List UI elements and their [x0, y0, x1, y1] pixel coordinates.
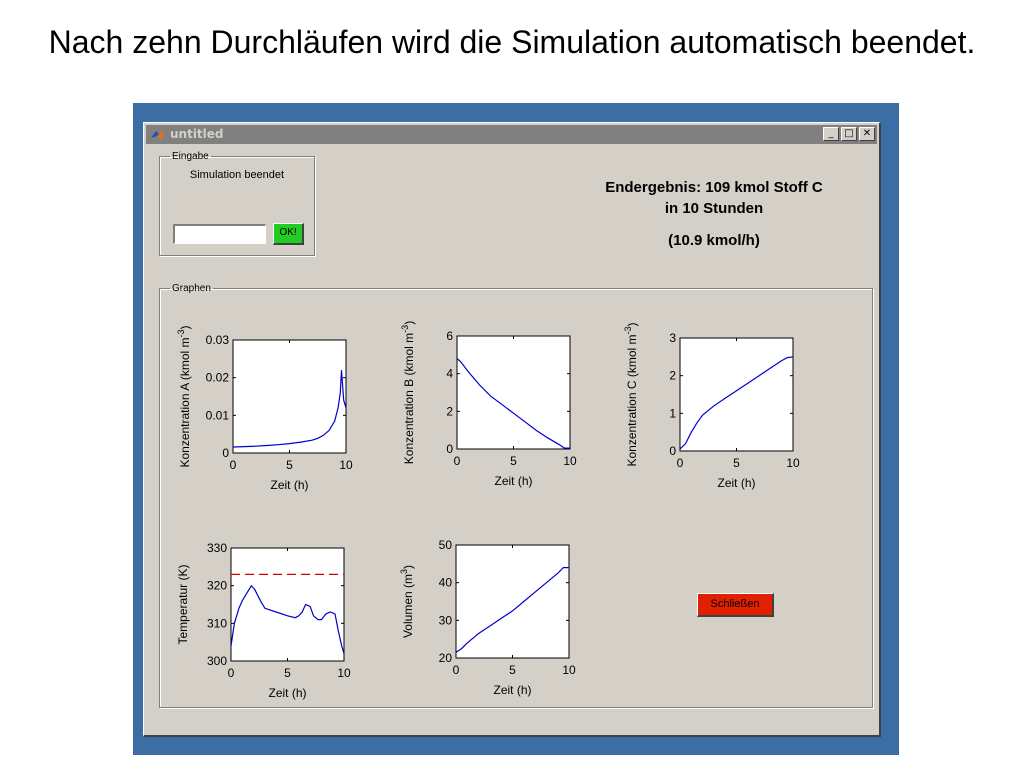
- eingabe-content: Simulation beendet OK!: [159, 157, 315, 262]
- plot-1-ytick-label: 0.01: [206, 408, 230, 422]
- result-line-1: Endergebnis: 109 kmol Stoff C: [605, 179, 823, 196]
- plot-1-ytick-label: 0: [222, 446, 229, 460]
- close-icon[interactable]: ✕: [859, 127, 875, 141]
- ok-button[interactable]: OK!: [273, 223, 304, 245]
- plot-5-xtick-label: 5: [509, 663, 516, 677]
- plot-3-ylabel: Konzentration C (kmol m-3): [623, 322, 639, 466]
- minimize-icon[interactable]: _: [823, 127, 839, 141]
- plot-1-ytick-label: 0.02: [206, 371, 230, 385]
- plot-3-xlabel: Zeit (h): [717, 476, 755, 490]
- plot-3-ytick-label: 3: [669, 331, 676, 345]
- graphen-panel: Graphen: [159, 283, 873, 708]
- plot-1-xtick-label: 10: [339, 458, 353, 472]
- plot-5-ytick-label: 50: [439, 538, 453, 552]
- plot-1-ylabel: Konzentration A (kmol m-3): [176, 325, 192, 467]
- plot-4-ylabel: Temperatur (K): [176, 564, 190, 644]
- plot-5-series-1-line: [455, 567, 569, 653]
- plot-3-xtick-label: 0: [677, 456, 684, 470]
- plot-5-ytick-label: 20: [439, 651, 453, 665]
- plot-1-xtick-label: 0: [230, 458, 237, 472]
- plot-5-ytick-label: 40: [439, 576, 453, 590]
- status-text: Simulation beendet: [189, 169, 285, 181]
- window-title: untitled: [170, 127, 224, 141]
- result-line-2: in 10 Stunden: [664, 200, 764, 217]
- plot-2-ylabel: Konzentration B (kmol m-3): [400, 321, 416, 464]
- plot-2-xlabel: Zeit (h): [494, 474, 532, 488]
- maximize-icon[interactable]: □: [841, 127, 857, 141]
- plot-2-axes: [456, 335, 571, 450]
- plot-4-xtick-label: 5: [284, 666, 291, 680]
- plot-4-xtick-label: 10: [337, 666, 351, 680]
- eingabe-legend: Eingabe: [172, 151, 209, 162]
- plot-2-xtick-label: 10: [563, 454, 577, 468]
- graphen-legend: Graphen: [172, 283, 211, 294]
- input-field[interactable]: [173, 224, 266, 244]
- plot-5-axes: [455, 544, 570, 659]
- desktop-background: untitled _ □ ✕ Eingabe Simulation beende…: [133, 103, 899, 755]
- close-button[interactable]: Schließen: [697, 593, 774, 617]
- plot-4-xtick-label: 0: [228, 666, 235, 680]
- plot-4-ytick-label: 320: [207, 579, 227, 593]
- matlab-logo-icon: [151, 129, 164, 140]
- plot-4-ytick-label: 330: [207, 541, 227, 555]
- plot-3-ytick-label: 0: [669, 444, 676, 458]
- plot-1-ytick-label: 0.03: [206, 333, 230, 347]
- plot-3-ytick-label: 1: [669, 406, 676, 420]
- plot-2-series-1-line: [456, 358, 570, 449]
- plot-1-xtick-label: 5: [286, 458, 293, 472]
- slide-title: Nach zehn Durchläufen wird die Simulatio…: [48, 24, 976, 60]
- plot-5-xtick-label: 10: [562, 663, 576, 677]
- plot-1-xlabel: Zeit (h): [270, 478, 308, 492]
- plot-2-ytick-label: 2: [446, 404, 453, 418]
- plot-3-xtick-label: 5: [733, 456, 740, 470]
- plot-2-xtick-label: 5: [510, 454, 517, 468]
- plot-5-ylabel: Volumen (m3): [399, 565, 415, 638]
- plot-3-ytick-label: 2: [669, 369, 676, 383]
- plot-2-ytick-label: 6: [446, 329, 453, 343]
- plot-4-ytick-label: 300: [207, 654, 227, 668]
- plot-2-ytick-label: 0: [446, 442, 453, 456]
- plot-4-series-1-line: [230, 584, 345, 654]
- plot-5-xtick-label: 0: [453, 663, 460, 677]
- plot-4-axes: [230, 547, 345, 662]
- plot-1-series-1-line: [232, 370, 347, 448]
- plot-4-ytick-label: 310: [207, 616, 227, 630]
- plot-2-ytick-label: 4: [446, 367, 453, 381]
- plot-3-axes: [679, 337, 794, 452]
- window-titlebar[interactable]: untitled _ □ ✕: [146, 125, 877, 144]
- plot-3-series-1-line: [679, 356, 794, 450]
- plot-2-xtick-label: 0: [454, 454, 461, 468]
- plot-1-axes: [232, 339, 347, 454]
- plot-5-xlabel: Zeit (h): [493, 683, 531, 697]
- matlab-figure-window: untitled _ □ ✕ Eingabe Simulation beende…: [143, 122, 881, 737]
- plot-5-ytick-label: 30: [439, 613, 453, 627]
- result-line-3: (10.9 kmol/h): [668, 232, 760, 249]
- eingabe-panel: Eingabe: [159, 151, 315, 256]
- plot-3-xtick-label: 10: [786, 456, 800, 470]
- plot-4-xlabel: Zeit (h): [268, 686, 306, 700]
